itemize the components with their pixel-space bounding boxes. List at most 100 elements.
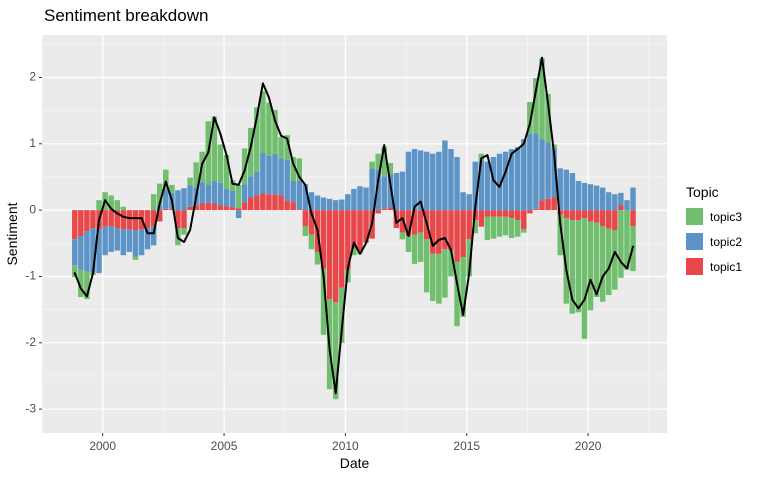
- bar-segment-topic3: [508, 218, 515, 238]
- bar-segment-topic3: [514, 220, 521, 237]
- bar-segment-topic2: [229, 190, 236, 208]
- bar-segment-topic3: [533, 78, 539, 134]
- bar-segment-topic2: [399, 171, 406, 211]
- bar-segment-topic2: [521, 139, 527, 211]
- bar-segment-topic2: [205, 184, 211, 203]
- bar-segment-topic1: [144, 210, 151, 229]
- bar-segment-topic2: [423, 151, 430, 211]
- bar-segment-topic2: [235, 210, 242, 219]
- bar-segment-topic3: [114, 200, 120, 211]
- bar-segment-topic2: [387, 174, 394, 208]
- bar-segment-topic3: [460, 257, 466, 317]
- bar-segment-topic3: [478, 153, 485, 161]
- bar-segment-topic1: [150, 210, 157, 227]
- bar-segment-topic3: [405, 235, 412, 252]
- bar-segment-topic1: [496, 210, 503, 217]
- bar-segment-topic2: [132, 230, 139, 257]
- topic3-swatch-icon: [686, 208, 703, 225]
- bar-segment-topic1: [581, 210, 588, 219]
- bar-segment-topic1: [72, 210, 78, 240]
- bar-segment-topic3: [436, 253, 442, 304]
- bar-segment-topic2: [72, 239, 78, 266]
- bar-segment-topic2: [514, 147, 521, 211]
- bar-segment-topic1: [272, 194, 278, 211]
- bar-segment-topic1: [332, 210, 339, 303]
- bar-segment-topic3: [569, 220, 576, 314]
- bar-segment-topic3: [78, 269, 84, 298]
- bar-segment-topic3: [308, 234, 315, 250]
- bar-segment-topic1: [193, 205, 199, 211]
- bar-segment-topic1: [375, 210, 381, 214]
- x-tick-label: 2000: [89, 439, 116, 453]
- bar-segment-topic1: [108, 210, 114, 227]
- bar-segment-topic3: [527, 101, 533, 135]
- bar-segment-topic2: [557, 168, 563, 211]
- bar-segment-topic3: [369, 161, 375, 169]
- bar-segment-topic3: [108, 195, 114, 211]
- bar-segment-topic1: [593, 210, 600, 223]
- bar-segment-topic1: [417, 210, 424, 233]
- bar-segment-topic2: [175, 190, 181, 211]
- bar-segment-topic1: [132, 210, 139, 231]
- bar-segment-topic2: [296, 180, 303, 210]
- bar-segment-topic3: [587, 221, 594, 311]
- bar-segment-topic2: [314, 195, 321, 211]
- bar-segment-topic1: [587, 210, 594, 222]
- bar-segment-topic3: [193, 162, 199, 188]
- bar-segment-topic1: [120, 210, 127, 230]
- bar-segment-topic3: [381, 147, 387, 177]
- bar-segment-topic2: [612, 194, 618, 211]
- bar-segment-topic2: [551, 147, 557, 198]
- bar-segment-topic3: [599, 226, 606, 302]
- bar-segment-topic1: [545, 198, 551, 211]
- bar-segment-topic3: [399, 232, 406, 240]
- bar-segment-topic3: [557, 214, 563, 256]
- bar-segment-topic3: [132, 256, 139, 260]
- bar-segment-topic1: [539, 200, 545, 211]
- bar-segment-topic2: [460, 192, 466, 211]
- bar-segment-topic1: [508, 210, 515, 219]
- bar-segment-topic2: [466, 194, 472, 211]
- bar-segment-topic3: [284, 135, 290, 160]
- bar-segment-topic2: [90, 228, 96, 273]
- bar-segment-topic2: [587, 184, 594, 211]
- bar-segment-topic1: [381, 208, 387, 211]
- bar-segment-topic2: [150, 226, 157, 246]
- bar-segment-topic2: [211, 180, 218, 204]
- bar-segment-topic2: [320, 197, 327, 211]
- bar-segment-topic3: [466, 239, 472, 277]
- bar-segment-topic2: [624, 200, 630, 211]
- bar-segment-topic1: [484, 210, 491, 217]
- legend: Topic topic3 topic2 topic1: [686, 184, 742, 283]
- bar-segment-topic3: [593, 222, 600, 298]
- bar-segment-topic1: [563, 210, 570, 219]
- bar-segment-topic3: [272, 109, 278, 154]
- x-tick-label: 2010: [332, 439, 359, 453]
- bar-segment-topic1: [102, 210, 108, 227]
- y-tick-label: 1: [29, 136, 36, 150]
- bar-segment-topic1: [78, 210, 84, 236]
- bar-segment-topic1: [411, 210, 418, 235]
- bar-segment-topic2: [472, 161, 478, 211]
- bar-segment-topic2: [393, 172, 400, 211]
- bar-segment-topic2: [448, 149, 454, 211]
- bar-segment-topic3: [575, 220, 582, 313]
- bar-segment-topic2: [144, 228, 151, 250]
- bar-segment-topic2: [260, 152, 266, 194]
- bar-segment-topic2: [375, 169, 381, 211]
- bar-segment-topic1: [266, 194, 272, 211]
- bar-segment-topic3: [387, 163, 394, 175]
- bar-segment-topic2: [484, 161, 491, 211]
- bar-segment-topic3: [320, 268, 327, 335]
- bar-segment-topic1: [490, 210, 497, 217]
- bar-segment-topic1: [284, 200, 290, 211]
- bar-segment-topic2: [478, 160, 485, 211]
- bar-segment-topic3: [296, 158, 303, 181]
- bar-segment-topic2: [417, 150, 424, 211]
- bar-segment-topic2: [545, 142, 551, 199]
- bar-segment-topic2: [108, 226, 114, 252]
- bar-segment-topic2: [593, 185, 600, 211]
- bar-segment-topic3: [96, 200, 102, 211]
